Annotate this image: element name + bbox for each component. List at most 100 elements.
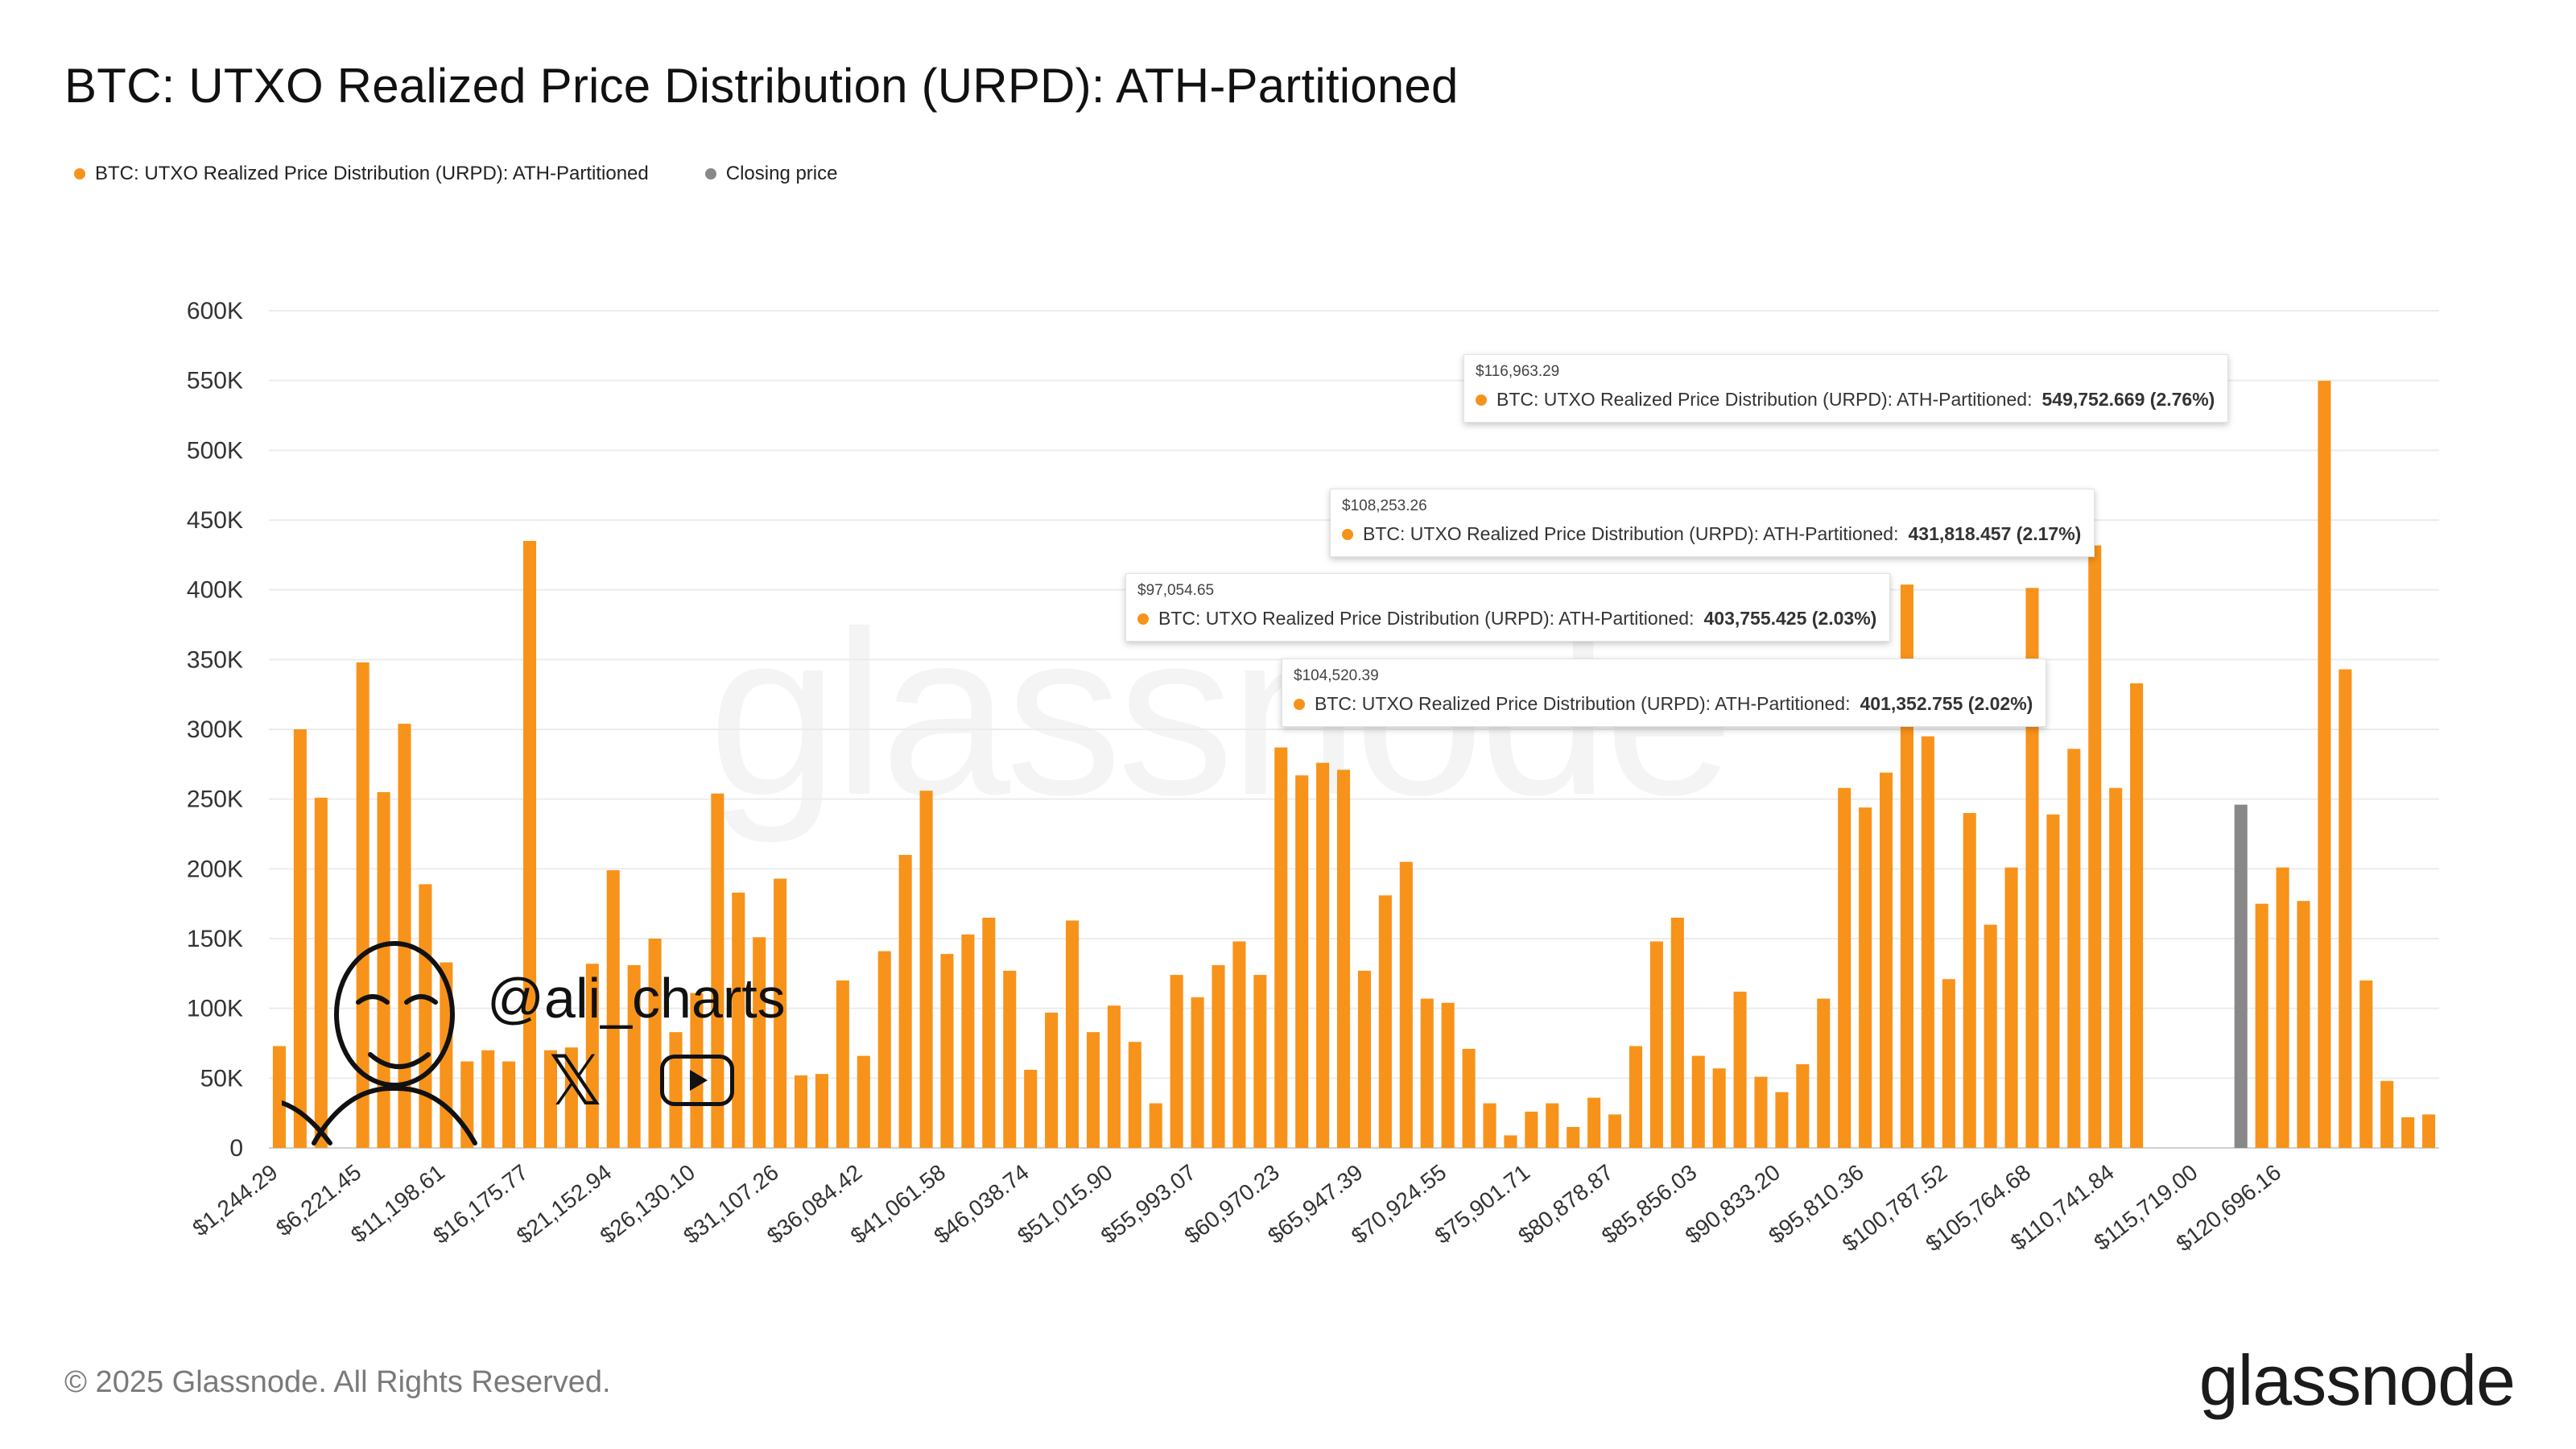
- bar[interactable]: [1003, 970, 1017, 1148]
- bar[interactable]: [523, 541, 537, 1148]
- bar[interactable]: [2130, 683, 2144, 1148]
- bar[interactable]: [1149, 1103, 1162, 1148]
- bar[interactable]: [2088, 545, 2102, 1148]
- bar[interactable]: [961, 934, 975, 1148]
- bar[interactable]: [1066, 920, 1080, 1148]
- legend-item-urpd[interactable]: BTC: UTXO Realized Price Distribution (U…: [74, 163, 649, 185]
- closing-price-bar[interactable]: [2234, 804, 2248, 1148]
- tooltip-97054: $97,054.65 BTC: UTXO Realized Price Dist…: [1125, 573, 1891, 642]
- bar[interactable]: [2401, 1117, 2415, 1148]
- bar[interactable]: [502, 1061, 516, 1148]
- bar[interactable]: [606, 870, 620, 1148]
- bar[interactable]: [940, 954, 954, 1148]
- bar[interactable]: [1295, 775, 1309, 1148]
- bar[interactable]: [1817, 998, 1831, 1148]
- bar[interactable]: [1629, 1046, 1642, 1148]
- bar[interactable]: [2380, 1080, 2394, 1148]
- bar[interactable]: [2109, 787, 2123, 1148]
- bar[interactable]: [1045, 1012, 1059, 1148]
- tooltip-series: BTC: UTXO Realized Price Distribution (U…: [1158, 608, 1695, 629]
- bar[interactable]: [1608, 1114, 1622, 1148]
- bar[interactable]: [1546, 1103, 1559, 1148]
- bar[interactable]: [2276, 867, 2289, 1148]
- bar[interactable]: [1191, 997, 1204, 1148]
- bar[interactable]: [1691, 1055, 1705, 1148]
- bar[interactable]: [1086, 1032, 1100, 1148]
- bar[interactable]: [1796, 1064, 1810, 1148]
- bar[interactable]: [1567, 1127, 1580, 1148]
- bar[interactable]: [1337, 770, 1351, 1148]
- bar[interactable]: [1670, 918, 1684, 1148]
- bar[interactable]: [1587, 1097, 1601, 1148]
- bar[interactable]: [627, 964, 641, 1148]
- bar[interactable]: [774, 878, 787, 1148]
- bar[interactable]: [1483, 1103, 1496, 1148]
- bar[interactable]: [1775, 1092, 1789, 1148]
- bar[interactable]: [1232, 941, 1246, 1148]
- y-tick-label: 450K: [187, 507, 243, 534]
- bar[interactable]: [543, 1050, 557, 1148]
- bar[interactable]: [1649, 941, 1663, 1148]
- bar[interactable]: [1357, 970, 1371, 1148]
- bar[interactable]: [1525, 1111, 1538, 1148]
- bar[interactable]: [857, 1055, 870, 1148]
- bar[interactable]: [1378, 895, 1392, 1148]
- bar[interactable]: [2422, 1114, 2436, 1148]
- bar[interactable]: [1253, 975, 1267, 1148]
- bar[interactable]: [1462, 1048, 1476, 1148]
- bar[interactable]: [1921, 736, 1934, 1148]
- bar[interactable]: [836, 980, 849, 1148]
- bar[interactable]: [732, 892, 745, 1148]
- bar[interactable]: [1128, 1042, 1141, 1148]
- bar[interactable]: [795, 1075, 808, 1148]
- bar[interactable]: [815, 1074, 828, 1148]
- bar[interactable]: [1316, 762, 1330, 1148]
- bar[interactable]: [1712, 1068, 1726, 1148]
- bar[interactable]: [2359, 980, 2373, 1148]
- bar[interactable]: [648, 939, 662, 1148]
- glassnode-logo[interactable]: glassnode: [2198, 1340, 2516, 1420]
- bar[interactable]: [272, 1046, 286, 1148]
- bar[interactable]: [982, 918, 996, 1148]
- bar[interactable]: [356, 662, 369, 1148]
- bar[interactable]: [293, 729, 307, 1148]
- bar[interactable]: [2025, 588, 2039, 1148]
- bar[interactable]: [1441, 1002, 1455, 1148]
- bar[interactable]: [314, 797, 328, 1148]
- bar[interactable]: [898, 855, 912, 1148]
- bar[interactable]: [1963, 813, 1976, 1148]
- bar[interactable]: [2255, 903, 2268, 1148]
- bar[interactable]: [1733, 991, 1747, 1148]
- bar[interactable]: [1859, 807, 1872, 1148]
- bar[interactable]: [564, 1047, 578, 1148]
- bar[interactable]: [1399, 861, 1413, 1148]
- bar[interactable]: [2297, 901, 2310, 1148]
- youtube-icon[interactable]: [660, 1055, 734, 1106]
- legend-item-closing-price[interactable]: Closing price: [704, 163, 837, 185]
- bar[interactable]: [753, 937, 766, 1148]
- bar[interactable]: [1942, 979, 1955, 1148]
- bar[interactable]: [2318, 381, 2331, 1148]
- bar[interactable]: [1212, 964, 1225, 1148]
- bar[interactable]: [1754, 1076, 1768, 1148]
- bar[interactable]: [2004, 867, 2018, 1148]
- bar[interactable]: [481, 1050, 495, 1148]
- bar[interactable]: [1984, 924, 1997, 1148]
- bar[interactable]: [1504, 1135, 1517, 1148]
- bar[interactable]: [2046, 814, 2060, 1148]
- bar[interactable]: [919, 791, 933, 1148]
- bar[interactable]: [1420, 998, 1434, 1148]
- bar[interactable]: [877, 951, 891, 1148]
- bar[interactable]: [2339, 669, 2352, 1148]
- bar[interactable]: [1024, 1069, 1038, 1148]
- bar[interactable]: [2067, 749, 2081, 1148]
- bar[interactable]: [398, 724, 411, 1148]
- bar[interactable]: [1274, 747, 1288, 1148]
- bar[interactable]: [1107, 1005, 1121, 1148]
- bar[interactable]: [1170, 975, 1183, 1148]
- x-logo-icon[interactable]: 𝕏: [547, 1041, 604, 1121]
- bar[interactable]: [585, 964, 599, 1148]
- bar[interactable]: [1838, 787, 1852, 1148]
- bar[interactable]: [1880, 772, 1893, 1148]
- y-tick-label: 50K: [200, 1065, 243, 1092]
